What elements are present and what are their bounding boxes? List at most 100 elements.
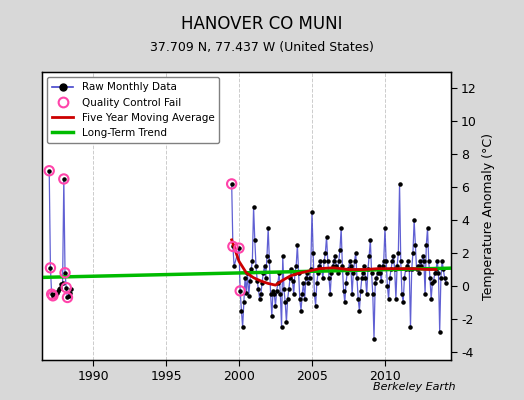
Point: [383, 283, 391, 289]
Point: [256, 296, 264, 302]
Point: [55, 286, 63, 292]
Point: [324, 258, 332, 264]
Point: [288, 278, 297, 284]
Point: [360, 263, 368, 269]
Point: [390, 266, 399, 273]
Point: [283, 296, 292, 302]
Point: [388, 258, 397, 264]
Point: [45, 168, 53, 174]
Point: [408, 266, 416, 273]
Point: [315, 263, 323, 269]
Point: [263, 253, 271, 260]
Point: [250, 237, 259, 243]
Point: [56, 284, 64, 291]
Text: Berkeley Earth: Berkeley Earth: [374, 382, 456, 392]
Point: [354, 296, 363, 302]
Point: [291, 270, 299, 276]
Point: [309, 250, 318, 256]
Point: [243, 270, 252, 276]
Point: [401, 266, 410, 273]
Point: [395, 181, 403, 187]
Point: [63, 294, 72, 301]
Point: [296, 296, 304, 302]
Point: [294, 270, 303, 276]
Point: [318, 266, 326, 273]
Point: [61, 270, 69, 276]
Point: [305, 274, 314, 281]
Point: [338, 263, 346, 269]
Point: [279, 253, 287, 260]
Point: [266, 291, 275, 297]
Point: [236, 288, 244, 294]
Point: [342, 280, 350, 286]
Point: [353, 274, 361, 281]
Point: [442, 280, 450, 286]
Point: [245, 293, 253, 299]
Point: [325, 274, 333, 281]
Point: [386, 274, 394, 281]
Point: [359, 270, 367, 276]
Point: [313, 280, 321, 286]
Point: [299, 280, 308, 286]
Point: [435, 329, 444, 335]
Point: [238, 324, 247, 330]
Point: [364, 266, 372, 273]
Point: [57, 281, 66, 288]
Point: [66, 289, 74, 296]
Point: [326, 291, 334, 297]
Point: [394, 250, 402, 256]
Point: [269, 288, 277, 294]
Point: [333, 270, 342, 276]
Point: [431, 270, 439, 276]
Point: [249, 204, 258, 210]
Point: [368, 291, 377, 297]
Point: [398, 291, 406, 297]
Point: [261, 274, 270, 281]
Point: [48, 291, 56, 297]
Point: [374, 270, 382, 276]
Point: [362, 274, 370, 281]
Point: [400, 274, 409, 281]
Point: [409, 250, 417, 256]
Point: [280, 286, 288, 292]
Point: [329, 263, 337, 269]
Point: [393, 263, 401, 269]
Point: [64, 293, 73, 299]
Point: [412, 266, 421, 273]
Point: [307, 266, 315, 273]
Point: [303, 270, 311, 276]
Point: [60, 176, 68, 182]
Point: [337, 225, 345, 232]
Point: [424, 258, 433, 264]
Point: [427, 296, 435, 302]
Point: [282, 319, 291, 325]
Point: [415, 270, 423, 276]
Point: [347, 263, 355, 269]
Point: [310, 291, 319, 297]
Point: [327, 270, 335, 276]
Point: [355, 308, 364, 314]
Point: [382, 258, 390, 264]
Point: [440, 274, 449, 281]
Point: [378, 263, 387, 269]
Point: [376, 270, 384, 276]
Point: [365, 253, 373, 260]
Point: [344, 266, 353, 273]
Point: [334, 258, 343, 264]
Point: [314, 270, 322, 276]
Point: [349, 270, 357, 276]
Point: [419, 253, 427, 260]
Point: [285, 286, 293, 292]
Point: [385, 296, 393, 302]
Point: [271, 302, 280, 309]
Point: [308, 209, 316, 215]
Point: [397, 258, 405, 264]
Point: [319, 274, 327, 281]
Point: [377, 278, 386, 284]
Point: [432, 266, 440, 273]
Point: [297, 308, 305, 314]
Point: [356, 288, 365, 294]
Point: [316, 258, 325, 264]
Point: [379, 258, 388, 264]
Point: [343, 270, 352, 276]
